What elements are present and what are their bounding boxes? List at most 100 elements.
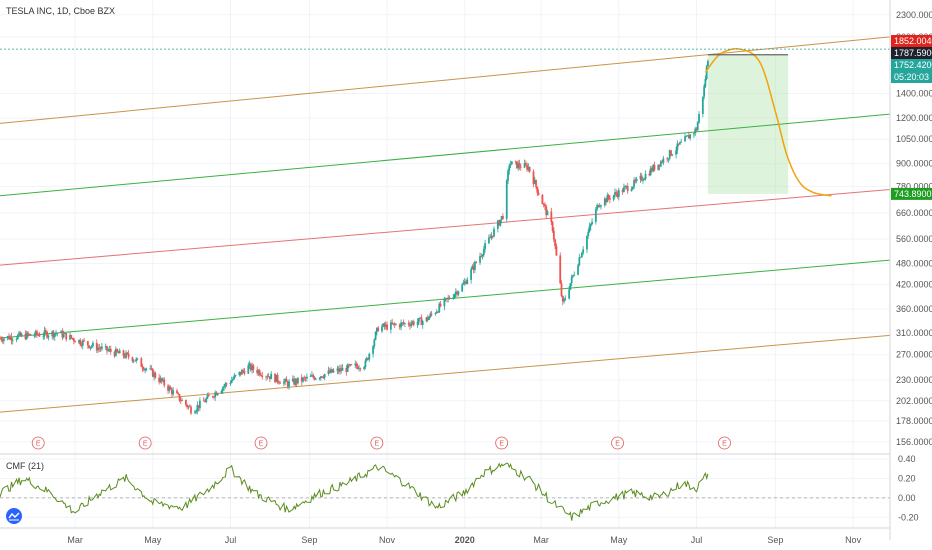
candle — [345, 365, 348, 376]
candle-body — [349, 364, 352, 366]
candle-body — [631, 186, 634, 189]
candle — [151, 368, 154, 378]
time-axis-ticks: Mar May Jul Sep Nov 2020 Mar May Jul Sep Nov — [67, 535, 861, 545]
candle — [462, 279, 465, 285]
candle-body — [187, 406, 190, 408]
candle — [196, 401, 199, 415]
candle — [658, 164, 661, 171]
candle — [123, 353, 126, 359]
candle-body — [145, 368, 148, 370]
cmf-tick-label: -0.20 — [898, 512, 919, 522]
candle — [99, 346, 102, 352]
candle — [625, 185, 628, 190]
candle-body — [510, 161, 513, 165]
candles — [0, 59, 709, 416]
candle-body — [242, 370, 245, 371]
candle — [382, 323, 385, 328]
candle-body — [463, 281, 466, 284]
candle — [417, 317, 420, 326]
countdown-badge: 05:20:03 — [891, 71, 932, 83]
candle-body — [608, 198, 611, 200]
candle — [242, 368, 245, 374]
candle-body — [456, 291, 458, 295]
candle — [149, 364, 152, 371]
candle-body — [207, 395, 210, 397]
candle-body — [249, 363, 252, 371]
candle — [15, 337, 18, 343]
candle-body — [603, 198, 606, 206]
candle-body — [600, 205, 602, 207]
candle-body — [419, 317, 422, 319]
candle — [55, 329, 57, 336]
candle-body — [74, 341, 77, 343]
candle — [126, 351, 129, 355]
candle-body — [331, 369, 334, 373]
candle — [346, 363, 349, 373]
candle — [684, 132, 686, 142]
candle — [9, 334, 12, 341]
candle — [43, 326, 46, 340]
candle — [300, 374, 303, 386]
candle — [367, 357, 369, 361]
candle — [541, 194, 544, 205]
candle-body — [374, 332, 377, 340]
tradingview-logo-icon[interactable] — [6, 508, 22, 524]
candle — [65, 332, 68, 342]
candle-body — [0, 338, 3, 340]
candle-body — [572, 275, 574, 277]
candle — [252, 363, 255, 373]
candle — [193, 410, 196, 414]
target-price-badge-bg — [891, 187, 932, 200]
candle-body — [300, 377, 303, 382]
candle — [587, 228, 590, 239]
high-price-badge: 1852.0040 — [891, 35, 932, 47]
candle — [675, 146, 677, 159]
candle-body — [446, 298, 448, 299]
candle — [276, 372, 279, 384]
candle-body — [62, 333, 65, 338]
candle — [470, 267, 473, 284]
candle — [270, 371, 273, 380]
candle — [90, 344, 93, 349]
candle — [507, 168, 509, 184]
candle — [51, 330, 54, 340]
candle — [490, 232, 493, 241]
candle — [34, 329, 37, 338]
candle-body — [514, 161, 517, 163]
candle — [274, 373, 276, 384]
candle — [536, 186, 539, 197]
candle — [8, 333, 10, 340]
candle — [229, 380, 232, 386]
candle-body — [570, 276, 573, 284]
candle — [372, 345, 374, 358]
candle-body — [241, 370, 243, 375]
candle — [621, 188, 624, 195]
candle-body — [661, 161, 663, 163]
candle-body — [190, 406, 192, 414]
candle-body — [382, 323, 385, 327]
candle-body — [285, 379, 288, 382]
candle-body — [410, 323, 413, 327]
candle — [624, 184, 627, 190]
candle-body — [392, 323, 395, 325]
candle-body — [135, 358, 138, 362]
candle — [457, 290, 460, 297]
candle-body — [372, 346, 374, 354]
candle — [545, 204, 548, 219]
candle — [435, 309, 438, 314]
candle — [205, 397, 208, 404]
candle — [523, 159, 526, 169]
candle — [614, 188, 616, 198]
candle — [630, 186, 633, 192]
candle-body — [384, 324, 387, 327]
candle-body — [341, 367, 344, 371]
candle — [666, 156, 669, 163]
candle — [319, 375, 322, 381]
candle-body — [78, 339, 80, 343]
candle-body — [615, 192, 618, 194]
candle — [261, 371, 264, 380]
candle-body — [505, 180, 508, 219]
candle-body — [554, 239, 557, 247]
candle-body — [582, 249, 585, 253]
candle — [267, 373, 270, 378]
